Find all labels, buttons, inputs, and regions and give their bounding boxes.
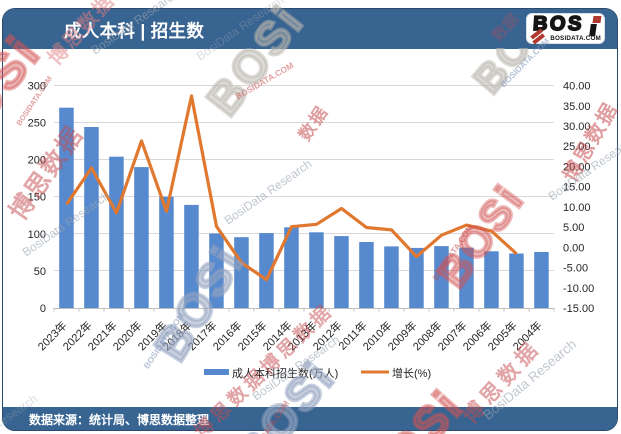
svg-text:150: 150 bbox=[28, 192, 46, 204]
svg-text:40.00: 40.00 bbox=[563, 81, 591, 93]
svg-text:10.00: 10.00 bbox=[563, 202, 591, 214]
svg-text:-10.00: -10.00 bbox=[563, 283, 594, 295]
svg-text:-5.00: -5.00 bbox=[563, 263, 588, 275]
svg-text:300: 300 bbox=[28, 81, 46, 93]
svg-text:-15.00: -15.00 bbox=[563, 303, 594, 315]
svg-text:35.00: 35.00 bbox=[563, 101, 591, 113]
svg-text:200: 200 bbox=[28, 155, 46, 167]
svg-text:成人本科招生数(万人): 成人本科招生数(万人) bbox=[232, 366, 338, 380]
svg-text:30.00: 30.00 bbox=[563, 121, 591, 133]
svg-text:15.00: 15.00 bbox=[563, 182, 591, 194]
svg-text:250: 250 bbox=[28, 118, 46, 130]
svg-text:20.00: 20.00 bbox=[563, 161, 591, 173]
svg-text:50: 50 bbox=[34, 266, 46, 278]
svg-text:5.00: 5.00 bbox=[563, 222, 584, 234]
svg-text:100: 100 bbox=[28, 229, 46, 241]
svg-text:增长(%): 增长(%) bbox=[392, 366, 431, 380]
svg-text:25.00: 25.00 bbox=[563, 141, 591, 153]
svg-text:0.00: 0.00 bbox=[563, 242, 584, 254]
svg-text:0: 0 bbox=[40, 303, 46, 315]
